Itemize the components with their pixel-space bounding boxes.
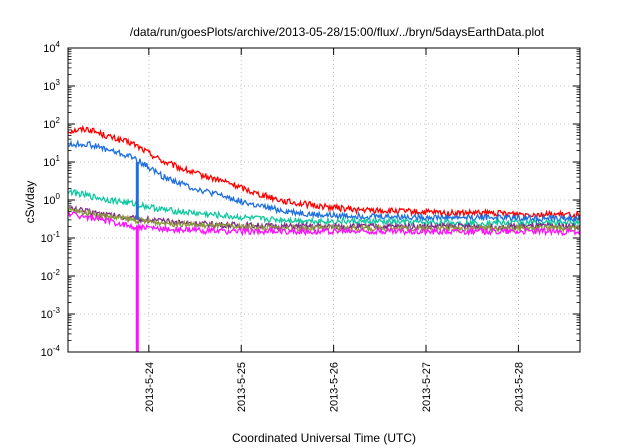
plot-frame [67,47,581,353]
y-tick-label: 101 [43,154,60,169]
y-tick-label: 10-2 [41,268,61,283]
series-line-6 [67,211,581,237]
series-line-2 [67,139,581,224]
y-tick-label: 10-3 [41,306,61,321]
x-tick-label: 2013-5-27 [421,362,433,412]
y-axis-label: cSv/day [23,181,37,224]
chart-title: /data/run/goesPlots/archive/2013-05-28/1… [130,25,545,39]
series-line-5 [67,206,581,234]
x-tick-label: 2013-5-26 [329,362,341,412]
x-tick-label: 2013-5-28 [513,362,525,412]
series-group [67,124,581,352]
x-tick-label: 2013-5-25 [236,362,248,412]
y-tick-label: 102 [43,116,60,131]
y-tick-label: 104 [43,40,60,55]
y-tick-label: 100 [43,192,60,207]
series-line-1 [67,124,581,221]
y-tick-labels: 104 103 102 101 100 10-1 10-2 10-3 10-4 [41,40,61,359]
y-tick-label: 10-1 [41,230,61,245]
x-tick-labels: 2013-5-24 2013-5-25 2013-5-26 2013-5-27 2013… [144,362,526,412]
x-axis-label: Coordinated Universal Time (UTC) [232,431,416,445]
grid [68,47,580,353]
series-line-3 [67,188,581,229]
y-tick-label: 10-4 [41,344,61,359]
y-tick-label: 103 [43,78,60,93]
x-tick-label: 2013-5-24 [144,362,156,412]
